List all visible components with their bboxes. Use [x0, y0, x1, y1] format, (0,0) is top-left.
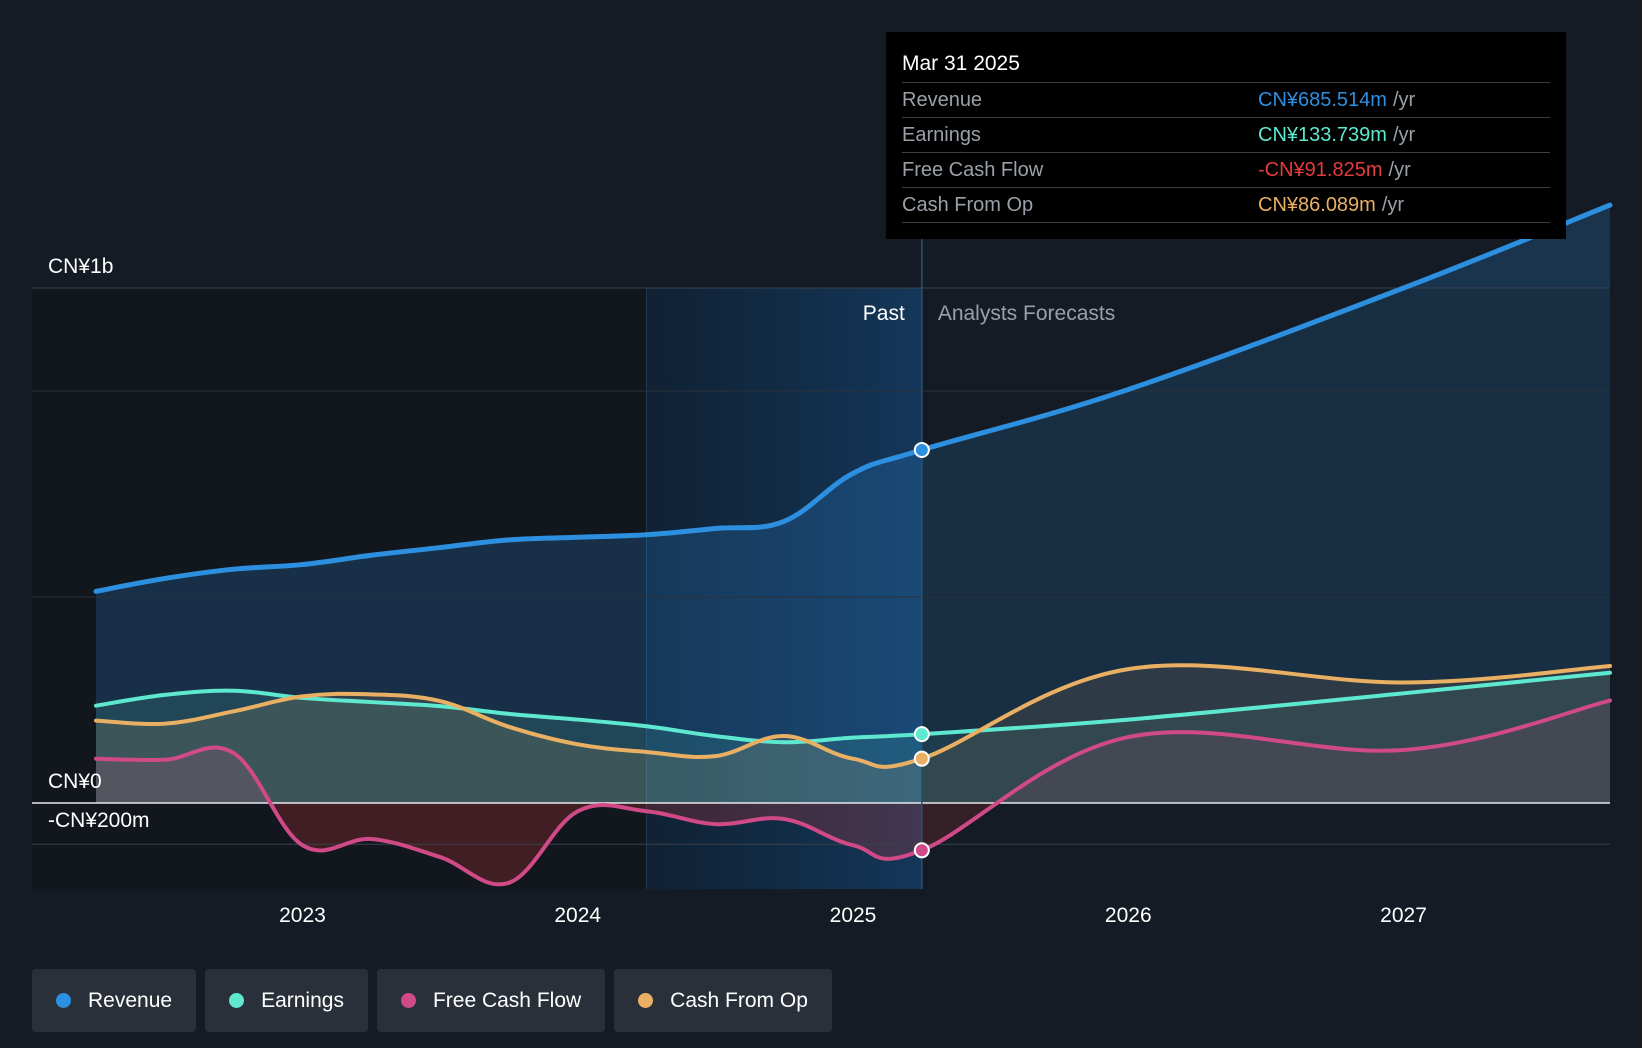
tooltip-label: Revenue: [902, 89, 983, 111]
tooltip-unit: /yr: [1388, 159, 1411, 181]
legend-item-earnings[interactable]: Earnings: [205, 969, 368, 1032]
tooltip-unit: /yr: [1392, 89, 1416, 111]
legend-label: Earnings: [261, 988, 344, 1012]
plot-background: [32, 288, 922, 889]
tooltip-date: Mar 31 2025: [902, 46, 1550, 83]
gridlines: [32, 238, 1610, 889]
past-region-background: [32, 288, 647, 889]
series-lines: [93, 202, 1613, 887]
free-cash-flow-dot-icon: [400, 993, 416, 1008]
x-axis-tick-label: 2026: [1105, 904, 1152, 927]
revenue-dot-icon: [56, 993, 71, 1008]
fcf-area: [96, 700, 1610, 803]
past-label: Past: [863, 302, 905, 325]
earnings-dot-icon: [229, 993, 245, 1008]
legend-label: Free Cash Flow: [432, 988, 582, 1012]
tooltip-row-free-cash-flow: Free Cash Flow -CN¥91.825m /yr: [902, 153, 1550, 188]
tooltip-value: CN¥685.514m: [1258, 89, 1387, 111]
legend-label: Revenue: [88, 988, 173, 1012]
x-axis-tick-label: 2025: [830, 904, 877, 927]
revenue-marker: [913, 441, 930, 458]
past-highlight-region: [646, 288, 922, 889]
cfo-line: [94, 663, 1612, 769]
tooltip-value: -CN¥91.825m: [1258, 159, 1383, 181]
fcf-line: [94, 698, 1612, 887]
y-axis-label: CN¥0: [48, 770, 102, 793]
y-axis-label: -CN¥200m: [48, 809, 150, 832]
tooltip-unit: /yr: [1392, 124, 1416, 146]
tooltip-unit: /yr: [1381, 194, 1405, 216]
tooltip-row-cash-from-op: Cash From Op CN¥86.089m /yr: [902, 188, 1550, 223]
hover-tooltip: Mar 31 2025 Revenue CN¥685.514m /yr Earn…: [886, 32, 1566, 239]
legend-label: Cash From Op: [670, 988, 808, 1012]
tooltip-value: CN¥133.739m: [1258, 124, 1387, 146]
forecast-region-overlay: [921, 288, 1610, 889]
cfo-marker: [913, 750, 930, 767]
forecast-label: Analysts Forecasts: [938, 302, 1115, 325]
earnings-marker: [913, 726, 930, 743]
legend-item-cash-from-op[interactable]: Cash From Op: [614, 969, 832, 1032]
cfo-area: [96, 665, 1610, 803]
tooltip-row-earnings: Earnings CN¥133.739m /yr: [902, 118, 1550, 153]
x-axis-tick-label: 2023: [279, 904, 326, 927]
axis-labels: CN¥1b CN¥0 -CN¥200m 2023 2024 2025 2026 2027 Pas…: [48, 255, 1427, 927]
x-axis-tick-label: 2027: [1380, 904, 1427, 927]
revenue-line: [93, 202, 1613, 594]
tooltip-row-revenue: Revenue CN¥685.514m /yr: [902, 83, 1550, 118]
y-axis-label: CN¥1b: [48, 255, 113, 278]
fcf-marker: [913, 842, 930, 859]
tooltip-label: Cash From Op: [902, 194, 1034, 216]
series-markers: [913, 441, 930, 859]
legend: Revenue Earnings Free Cash Flow Cash Fro…: [32, 969, 832, 1032]
tooltip-value: CN¥86.089m: [1258, 194, 1376, 216]
tooltip-label: Earnings: [902, 124, 981, 146]
legend-item-free-cash-flow[interactable]: Free Cash Flow: [376, 969, 606, 1032]
cash-from-op-dot-icon: [638, 993, 654, 1008]
legend-item-revenue[interactable]: Revenue: [32, 969, 197, 1032]
x-axis-tick-label: 2024: [554, 904, 601, 927]
tooltip-label: Free Cash Flow: [902, 159, 1044, 181]
